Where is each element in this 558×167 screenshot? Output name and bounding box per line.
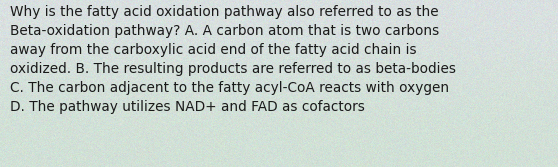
Text: Why is the fatty acid oxidation pathway also referred to as the
Beta-oxidation p: Why is the fatty acid oxidation pathway … — [10, 5, 456, 114]
